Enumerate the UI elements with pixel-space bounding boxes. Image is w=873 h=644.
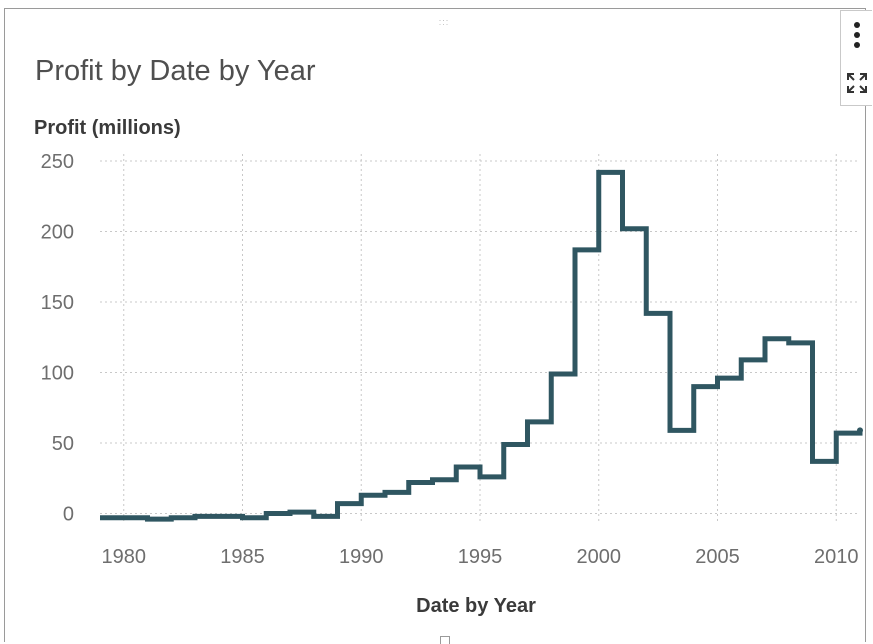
y-axis-title: Profit (millions) bbox=[34, 117, 181, 139]
x-tick-label: 1990 bbox=[339, 546, 384, 568]
more-options-button[interactable] bbox=[841, 13, 873, 57]
maximize-icon bbox=[847, 73, 867, 93]
chart-panel: ::: Profit by Date by Year bbox=[4, 8, 866, 642]
y-tick-label: 0 bbox=[63, 504, 74, 526]
chart-title: Profit by Date by Year bbox=[35, 55, 316, 87]
x-tick-label: 1980 bbox=[102, 546, 147, 568]
panel-toolbar bbox=[840, 10, 872, 106]
y-axis-ticks: 0 50 100 150 200 250 bbox=[41, 151, 74, 525]
y-tick-label: 100 bbox=[41, 363, 74, 385]
x-axis-title: Date by Year bbox=[416, 595, 536, 617]
maximize-button[interactable] bbox=[841, 61, 873, 105]
x-tick-label: 2000 bbox=[577, 546, 622, 568]
x-axis-ticks: 1980 1985 1990 1995 2000 2005 2010 bbox=[102, 546, 859, 568]
y-tick-label: 50 bbox=[52, 433, 74, 455]
legend-toggle[interactable] bbox=[440, 636, 450, 644]
y-tick-label: 200 bbox=[41, 222, 74, 244]
x-tick-label: 2010 bbox=[814, 546, 859, 568]
profit-step-line bbox=[100, 169, 863, 522]
x-tick-label: 1995 bbox=[458, 546, 503, 568]
more-vertical-icon bbox=[854, 22, 860, 48]
x-tick-label: 2005 bbox=[695, 546, 740, 568]
series-end-point bbox=[857, 427, 863, 434]
grid bbox=[100, 154, 860, 522]
y-tick-label: 250 bbox=[41, 151, 74, 173]
x-tick-label: 1985 bbox=[220, 546, 265, 568]
drag-handle-icon[interactable]: ::: bbox=[438, 17, 450, 27]
y-tick-label: 150 bbox=[41, 292, 74, 314]
